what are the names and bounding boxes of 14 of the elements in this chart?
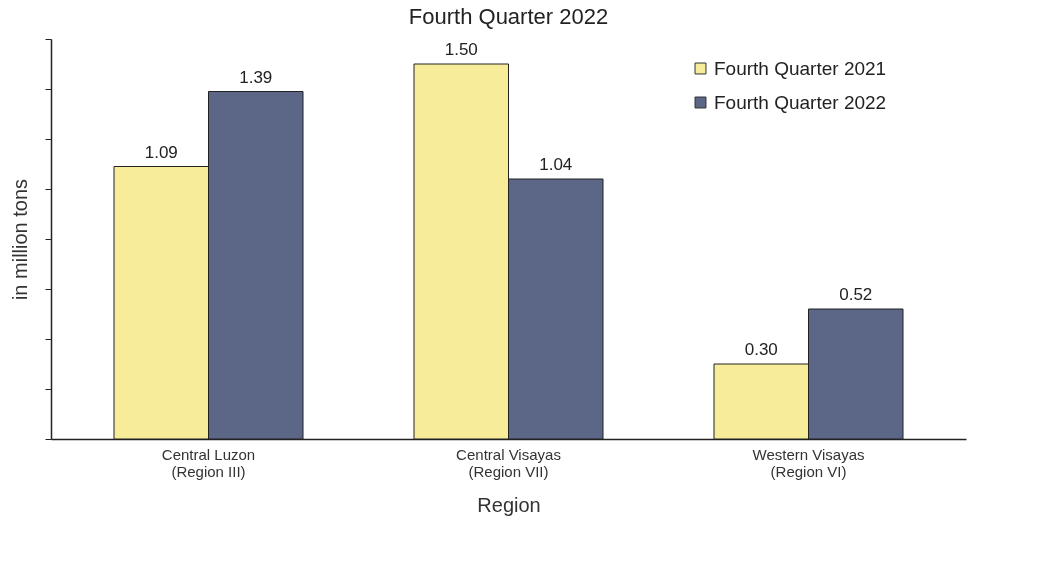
- x-tick-label: Central Visayas (Region VII): [456, 445, 561, 480]
- data-label: 1.39: [239, 67, 273, 87]
- x-tick-label: Western Visayas (Region VI): [752, 445, 865, 480]
- legend-label: Fourth Quarter 2022: [714, 91, 887, 113]
- x-axis-title: Region: [477, 493, 541, 516]
- y-axis-title: in million tons: [9, 178, 31, 301]
- chart-title: Fourth Quarter 2022: [408, 3, 609, 29]
- data-label: 0.30: [744, 340, 778, 359]
- data-label: 1.09: [144, 142, 178, 162]
- data-label: 1.50: [444, 40, 478, 59]
- data-label: 0.52: [839, 285, 873, 304]
- data-label: 1.04: [539, 155, 573, 174]
- x-tick-label: Central Luzon (Region III): [161, 445, 256, 480]
- legend-label: Fourth Quarter 2021: [714, 57, 887, 79]
